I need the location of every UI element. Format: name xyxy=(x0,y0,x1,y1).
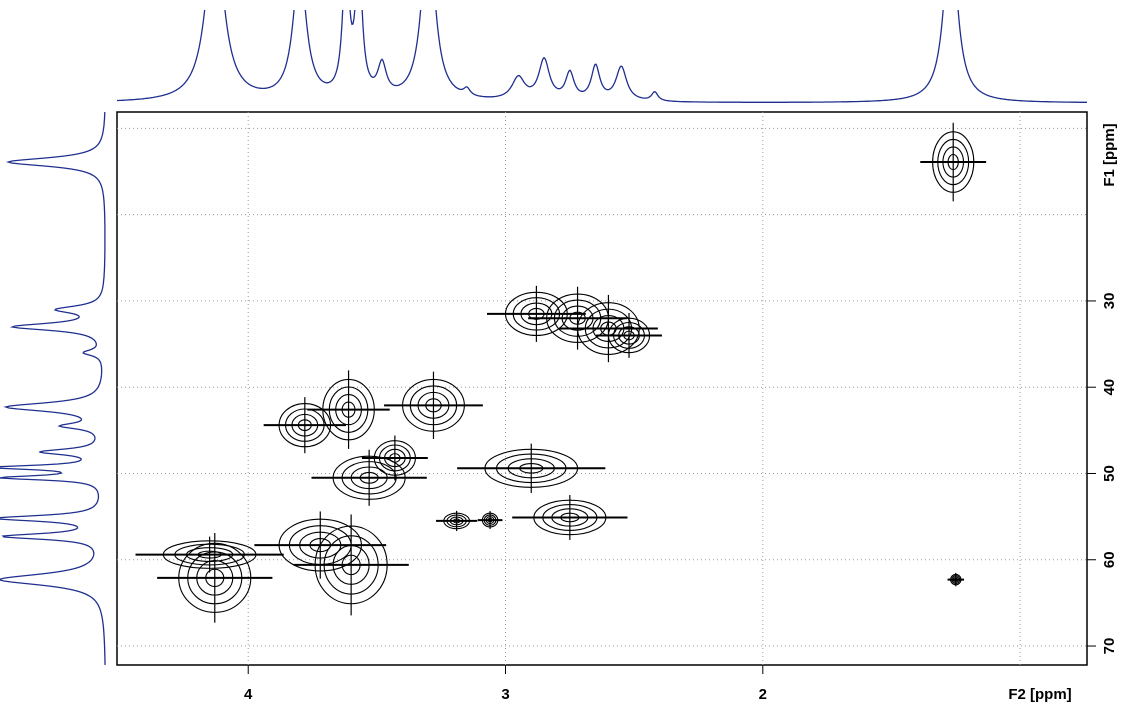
f2-projection xyxy=(117,10,1087,103)
y-tick-label: 60 xyxy=(1101,551,1118,568)
y-tick-label: 70 xyxy=(1101,638,1118,655)
f1-projection xyxy=(0,112,106,665)
x-tick-label: 2 xyxy=(759,686,767,703)
x-tick-label: 3 xyxy=(501,686,509,703)
y-tick-label: 50 xyxy=(1101,465,1118,482)
x-tick-label: 4 xyxy=(244,686,253,703)
y-tick-label: 40 xyxy=(1101,379,1118,396)
y-tick-label: 30 xyxy=(1101,293,1118,310)
contours xyxy=(135,122,987,623)
x-axis-label: F2 [ppm] xyxy=(1008,686,1071,703)
y-axis-label: F1 [ppm] xyxy=(1101,123,1118,186)
plot-frame xyxy=(116,111,1088,666)
